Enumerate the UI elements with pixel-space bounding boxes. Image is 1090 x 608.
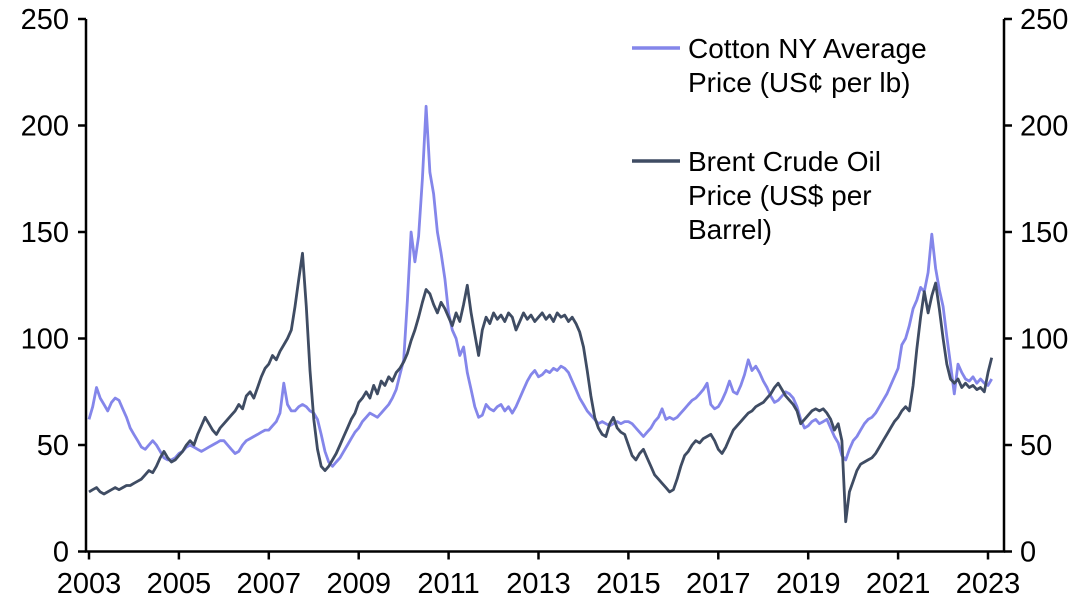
y-tick-label-right: 200 xyxy=(1020,111,1068,143)
x-tick-label: 2007 xyxy=(237,568,302,600)
y-tick-label-left: 150 xyxy=(21,217,69,249)
legend-label: Price (US$ per xyxy=(688,180,872,211)
legend-label: Cotton NY Average xyxy=(688,33,927,64)
y-tick-label-left: 0 xyxy=(53,537,69,569)
legend-label: Barrel) xyxy=(688,214,772,245)
x-tick-label: 2003 xyxy=(57,568,122,600)
x-tick-label: 2011 xyxy=(417,568,479,600)
legend-label: Price (US¢ per lb) xyxy=(688,67,911,98)
x-tick-label: 2019 xyxy=(776,568,841,600)
y-tick-label-left: 200 xyxy=(21,111,69,143)
legend-label: Brent Crude Oil xyxy=(688,146,881,177)
y-tick-label-left: 250 xyxy=(21,4,69,36)
y-tick-label-right: 150 xyxy=(1020,217,1068,249)
axes xyxy=(84,19,1006,553)
series-lines xyxy=(87,104,994,524)
y-tick-label-right: 100 xyxy=(1020,324,1068,356)
x-tick-label: 2005 xyxy=(147,568,212,600)
x-tick-label: 2021 xyxy=(866,568,931,600)
brent-price-line xyxy=(88,251,994,524)
x-tick-label: 2017 xyxy=(686,568,751,600)
axis-tick-labels: 0 0 50 50 100 100 150 150 200 200 250 250 2003 2005 20… xyxy=(21,4,1069,600)
x-tick-label: 2013 xyxy=(506,568,571,600)
y-tick-label-right: 250 xyxy=(1020,4,1068,36)
y-tick-label-right: 0 xyxy=(1020,537,1036,569)
axis-ticks xyxy=(78,17,1012,560)
x-tick-label: 2009 xyxy=(326,568,391,600)
x-tick-label: 2023 xyxy=(956,568,1021,600)
y-tick-label-left: 50 xyxy=(37,430,69,462)
y-tick-label-left: 100 xyxy=(21,324,69,356)
y-tick-label-right: 50 xyxy=(1020,430,1052,462)
x-tick-label: 2015 xyxy=(596,568,661,600)
